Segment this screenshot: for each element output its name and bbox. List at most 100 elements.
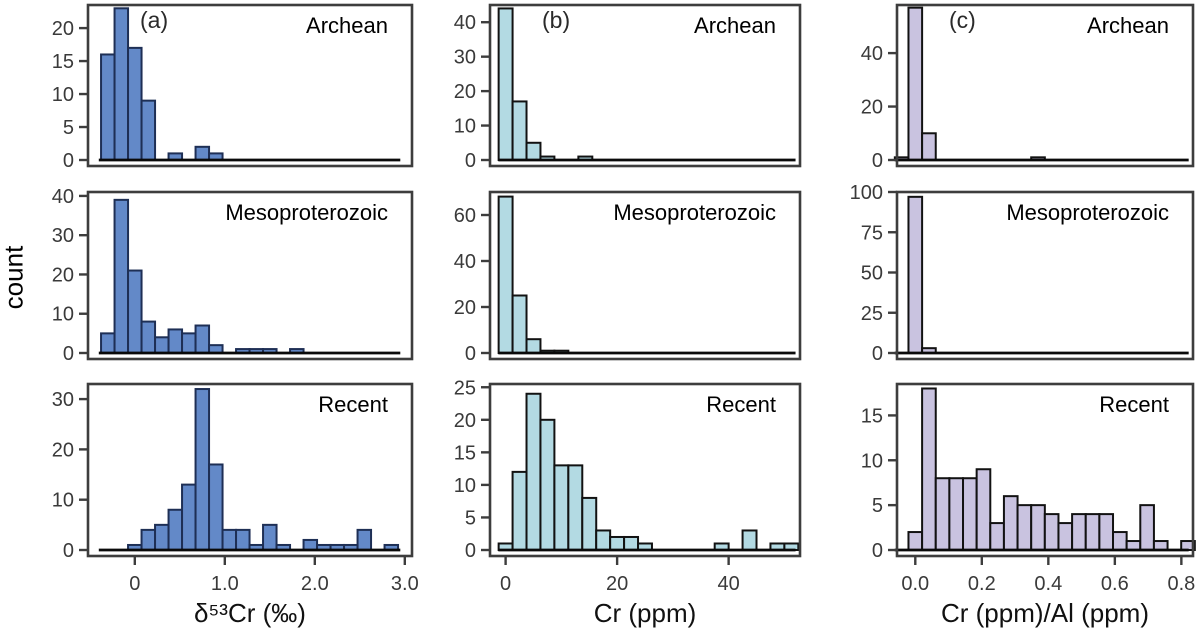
histogram-bar xyxy=(1084,513,1101,551)
panel-title: Mesoproterozoic xyxy=(225,200,388,225)
histogram-bar xyxy=(113,198,130,354)
x-axis-label-c: Cr (ppm)/Al (ppm) xyxy=(940,598,1149,628)
panel-c-archean: 0 20 40 Archean (c) xyxy=(861,3,1195,172)
histogram-bar xyxy=(934,477,951,551)
histogram-bar xyxy=(1030,504,1046,551)
x-tick-label: 0 xyxy=(500,573,511,595)
histogram-bar xyxy=(609,535,626,551)
panel-title: Mesoproterozoic xyxy=(1006,200,1169,225)
y-tick-label: 10 xyxy=(52,84,74,106)
histogram-bar xyxy=(127,46,143,161)
histogram-bar xyxy=(181,483,197,551)
panel-c-recent: 0 5 10 15 0.0 0.2 0.4 0.6 0.8 Recent xyxy=(861,382,1196,595)
histogram-bar xyxy=(194,324,211,354)
y-tick-label: 20 xyxy=(861,97,883,119)
histogram-bar xyxy=(539,418,556,551)
histogram-bar xyxy=(623,535,640,551)
histogram-bar xyxy=(595,529,612,552)
panel-b-mesoproterozoic: 0 20 40 60 Mesoproterozoic xyxy=(454,190,802,365)
y-tick-label: 10 xyxy=(52,490,74,512)
y-tick-label: 5 xyxy=(63,117,74,139)
histogram-bar xyxy=(235,528,251,552)
y-tick-label: 20 xyxy=(454,410,476,432)
histogram-bar xyxy=(525,338,542,354)
panel-border xyxy=(488,3,802,168)
panel-title: Recent xyxy=(318,392,388,417)
histogram-bar xyxy=(1002,495,1019,552)
y-tick-label: 75 xyxy=(861,222,883,244)
y-tick-label: 10 xyxy=(454,116,476,138)
y-tick-label: 25 xyxy=(454,377,476,399)
histogram-bar xyxy=(921,132,937,161)
y-tick-label: 15 xyxy=(454,442,476,464)
histogram-bar xyxy=(553,464,570,551)
histogram-bar xyxy=(907,195,924,354)
histogram-bar xyxy=(907,6,924,162)
y-tick-label: 25 xyxy=(861,303,883,325)
histogram-bar xyxy=(497,7,514,161)
y-tick-label: 0 xyxy=(465,150,476,172)
histogram-plot: 0 10 20 30 40 xyxy=(52,186,414,365)
histogram-bar xyxy=(194,388,211,552)
histogram-bar xyxy=(140,320,157,354)
histogram-bar xyxy=(262,523,278,552)
histogram-bar xyxy=(581,496,598,551)
histogram-bar xyxy=(1098,513,1115,551)
histogram-bar xyxy=(975,468,992,551)
x-tick-label: 20 xyxy=(606,573,628,595)
x-tick-label: 1.0 xyxy=(211,573,239,595)
histogram-bar xyxy=(989,522,1005,552)
y-tick-label: 5 xyxy=(872,495,883,517)
panel-title: Mesoproterozoic xyxy=(613,200,776,225)
histogram-bar xyxy=(1139,504,1155,551)
y-tick-label: 15 xyxy=(861,405,883,427)
y-tick-label: 20 xyxy=(52,18,74,40)
x-tick-label: 0.8 xyxy=(1167,573,1195,595)
histogram-bar xyxy=(1112,531,1128,552)
histogram-bar xyxy=(1043,513,1060,551)
histogram-bar xyxy=(921,387,937,551)
y-tick-label: 5 xyxy=(465,507,476,529)
y-tick-label: 20 xyxy=(52,439,74,461)
x-axis-label-a: δ⁵³Cr (‰) xyxy=(194,598,306,628)
histogram-bar xyxy=(100,332,116,354)
histogram-plot: 0 20 40 60 xyxy=(454,190,802,365)
x-tick-label: 0.2 xyxy=(968,573,996,595)
histogram-plot: 0 5 10 15 20 xyxy=(52,3,414,172)
histogram-plot: 0 10 20 30 40 xyxy=(454,3,802,172)
y-tick-label: 30 xyxy=(52,389,74,411)
panel-border xyxy=(86,382,414,558)
panel-title: Archean xyxy=(694,13,776,38)
panel-title: Recent xyxy=(706,392,776,417)
histogram-bar xyxy=(113,7,130,161)
panel-title: Recent xyxy=(1099,392,1169,417)
histogram-bar xyxy=(181,332,197,354)
y-tick-label: 10 xyxy=(861,450,883,472)
panel-a-recent: 0 10 20 30 0 1.0 2.0 3.0 Recent xyxy=(52,382,419,595)
x-tick-label: 40 xyxy=(718,573,740,595)
y-tick-label: 40 xyxy=(454,251,476,273)
panel-border xyxy=(895,190,1195,361)
histogram-bar xyxy=(948,477,965,551)
histogram-bar xyxy=(525,141,542,161)
y-tick-label: 10 xyxy=(52,304,74,326)
panel-border xyxy=(86,3,414,168)
panel-letter: (c) xyxy=(949,7,976,33)
histogram-bar xyxy=(100,53,116,161)
panel-title: Archean xyxy=(1087,13,1169,38)
y-tick-label: 100 xyxy=(850,182,883,204)
y-tick-label: 20 xyxy=(454,81,476,103)
x-axis-label-b: Cr (ppm) xyxy=(593,598,697,628)
x-tick-label: 3.0 xyxy=(391,573,419,595)
y-tick-label: 0 xyxy=(872,343,883,365)
histogram-bar xyxy=(741,529,758,552)
x-tick-label: 0 xyxy=(129,573,140,595)
panel-a-mesoproterozoic: 0 10 20 30 40 Mesoproterozoic xyxy=(52,186,414,365)
y-tick-label: 50 xyxy=(861,263,883,285)
y-tick-label: 60 xyxy=(454,205,476,227)
histogram-bar xyxy=(154,336,170,354)
y-tick-label: 0 xyxy=(63,343,74,365)
panel-b-recent: 0 5 10 15 20 25 0 20 40 Recent xyxy=(454,377,802,595)
y-tick-label: 0 xyxy=(465,540,476,562)
